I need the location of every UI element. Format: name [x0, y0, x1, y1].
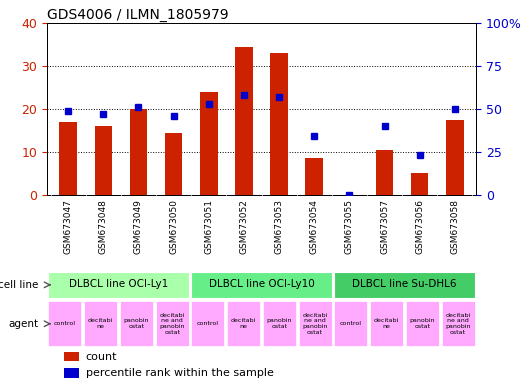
- Text: panobin
ostat: panobin ostat: [123, 318, 149, 329]
- Bar: [270, 53, 288, 195]
- Text: cell line: cell line: [0, 280, 39, 290]
- Text: decitabi
ne and
panobin
ostat: decitabi ne and panobin ostat: [302, 313, 328, 335]
- Text: GDS4006 / ILMN_1805979: GDS4006 / ILMN_1805979: [47, 8, 229, 22]
- Bar: [165, 132, 183, 195]
- Text: decitabi
ne and
panobin
ostat: decitabi ne and panobin ostat: [160, 313, 185, 335]
- Bar: [235, 47, 253, 195]
- Text: GSM673049: GSM673049: [134, 199, 143, 253]
- Bar: [200, 92, 218, 195]
- Text: GSM673051: GSM673051: [204, 199, 213, 254]
- Text: GSM673052: GSM673052: [240, 199, 248, 253]
- Bar: [305, 158, 323, 195]
- Bar: [334, 301, 367, 346]
- Text: count: count: [86, 352, 117, 362]
- Bar: [446, 120, 463, 195]
- Text: GSM673057: GSM673057: [380, 199, 389, 254]
- Bar: [441, 301, 474, 346]
- Bar: [299, 301, 332, 346]
- Text: decitabi
ne and
panobin
ostat: decitabi ne and panobin ostat: [445, 313, 471, 335]
- Text: control: control: [54, 321, 76, 326]
- Text: control: control: [197, 321, 219, 326]
- Bar: [227, 301, 260, 346]
- Text: decitabi
ne: decitabi ne: [374, 318, 399, 329]
- Bar: [49, 301, 82, 346]
- Bar: [95, 126, 112, 195]
- Bar: [263, 301, 296, 346]
- Text: GSM673050: GSM673050: [169, 199, 178, 254]
- Bar: [48, 271, 189, 298]
- Text: GSM673053: GSM673053: [275, 199, 283, 254]
- Bar: [156, 301, 189, 346]
- Text: GSM673058: GSM673058: [450, 199, 459, 254]
- Bar: [334, 271, 475, 298]
- Text: agent: agent: [8, 319, 39, 329]
- Bar: [64, 368, 79, 377]
- Text: DLBCL line Su-DHL6: DLBCL line Su-DHL6: [352, 279, 457, 289]
- Text: GSM673056: GSM673056: [415, 199, 424, 254]
- Bar: [60, 122, 77, 195]
- Bar: [406, 301, 439, 346]
- Text: DLBCL line OCI-Ly1: DLBCL line OCI-Ly1: [69, 279, 168, 289]
- Bar: [120, 301, 153, 346]
- Text: decitabi
ne: decitabi ne: [231, 318, 256, 329]
- Text: control: control: [340, 321, 362, 326]
- Bar: [370, 301, 403, 346]
- Bar: [191, 271, 332, 298]
- Bar: [411, 174, 428, 195]
- Text: GSM673048: GSM673048: [99, 199, 108, 253]
- Bar: [84, 301, 117, 346]
- Text: panobin
ostat: panobin ostat: [410, 318, 435, 329]
- Text: GSM673054: GSM673054: [310, 199, 319, 253]
- Bar: [191, 301, 224, 346]
- Text: decitabi
ne: decitabi ne: [88, 318, 113, 329]
- Bar: [64, 352, 79, 361]
- Text: GSM673055: GSM673055: [345, 199, 354, 254]
- Text: GSM673047: GSM673047: [64, 199, 73, 253]
- Bar: [376, 150, 393, 195]
- Bar: [130, 109, 147, 195]
- Text: panobin
ostat: panobin ostat: [267, 318, 292, 329]
- Text: DLBCL line OCI-Ly10: DLBCL line OCI-Ly10: [209, 279, 314, 289]
- Text: percentile rank within the sample: percentile rank within the sample: [86, 368, 274, 378]
